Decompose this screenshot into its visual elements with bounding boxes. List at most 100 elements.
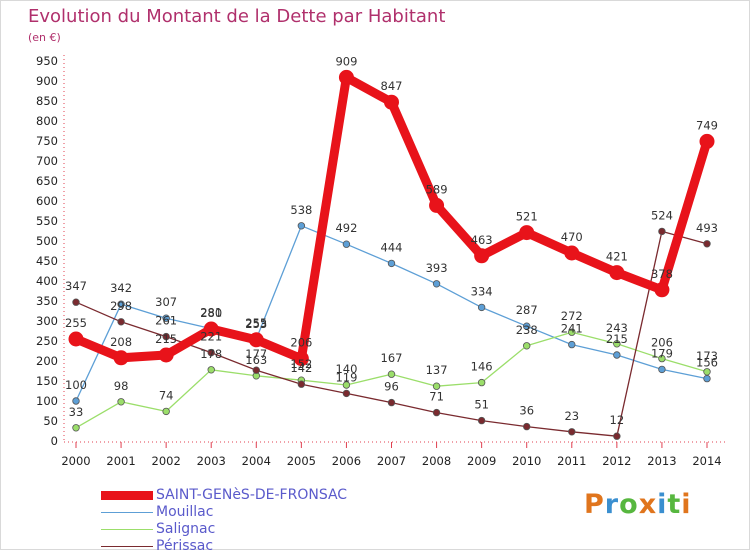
data-label: 281 [200, 306, 222, 320]
data-label: 524 [651, 208, 673, 222]
data-point [158, 347, 174, 363]
y-tick-label: 550 [36, 214, 58, 228]
data-label: 238 [516, 323, 538, 337]
axes: 0 50 100 150 200 250 300 350 400 450 500 550 600 650 7… [36, 54, 727, 468]
data-point [297, 222, 306, 230]
data-label: 140 [335, 362, 357, 376]
data-point [387, 370, 396, 378]
data-point [117, 398, 125, 406]
y-tick-label: 700 [36, 154, 58, 168]
data-label: 12 [610, 413, 625, 427]
data-label: 749 [696, 118, 718, 132]
brand-letter: t [667, 489, 682, 520]
data-label: 74 [159, 388, 174, 402]
x-tick-label: 2007 [377, 454, 406, 468]
data-label: 378 [651, 267, 673, 281]
data-point [342, 240, 351, 248]
legend-swatch [101, 528, 153, 531]
y-tick-label: 100 [36, 394, 58, 408]
data-point [658, 227, 666, 236]
legend-swatch [101, 511, 153, 514]
data-point [293, 351, 309, 367]
data-label: 347 [65, 279, 87, 293]
legend-label: Mouillac [156, 504, 214, 520]
y-tick-label: 450 [36, 254, 58, 268]
data-label: 33 [69, 405, 84, 419]
data-label: 280 [200, 306, 222, 320]
x-tick-label: 2009 [467, 454, 496, 468]
x-tick-label: 2008 [422, 454, 451, 468]
data-label: 208 [110, 335, 132, 349]
x-tick-label: 2000 [61, 454, 90, 468]
y-tick-label: 250 [36, 334, 58, 348]
legend-swatch [101, 491, 153, 500]
data-label: 241 [561, 322, 583, 336]
x-tick-label: 2001 [106, 454, 135, 468]
data-point [703, 368, 711, 376]
data-label: 909 [335, 54, 357, 68]
data-label: 146 [471, 360, 493, 374]
data-point [68, 331, 84, 347]
data-label: 96 [384, 380, 399, 394]
data-label: 847 [381, 79, 403, 93]
brand-logo: Proxiti [584, 489, 692, 520]
data-point [252, 366, 260, 374]
data-label: 421 [606, 250, 628, 264]
data-label: 538 [290, 203, 312, 217]
data-point [387, 398, 396, 407]
brand-letter: i [681, 489, 692, 520]
y-tick-label: 200 [36, 354, 58, 368]
data-label: 167 [381, 351, 403, 365]
brand-letter: r [604, 489, 620, 520]
data-point [297, 380, 306, 388]
x-tick-label: 2002 [152, 454, 181, 468]
data-point [384, 94, 399, 110]
data-point [248, 332, 264, 348]
data-point [162, 407, 170, 416]
data-label: 492 [335, 221, 357, 235]
data-point [342, 381, 351, 389]
data-label: 206 [651, 336, 673, 350]
x-tick-label: 2013 [647, 454, 676, 468]
data-point [477, 416, 486, 425]
data-point [72, 424, 80, 432]
data-label: 444 [381, 240, 403, 254]
y-tick-label: 400 [36, 274, 58, 288]
data-point [203, 321, 219, 337]
data-point [117, 300, 125, 308]
y-tick-label: 800 [36, 114, 58, 128]
legend-label: Périssac [156, 538, 214, 554]
data-point [703, 240, 711, 248]
data-point [703, 374, 711, 383]
data-labels: 255 208 215 280 253 206 909 847 589 463 521 470 421 3… [65, 54, 718, 427]
data-label: 470 [561, 230, 583, 244]
data-label: 287 [516, 303, 538, 317]
data-label: 152 [290, 357, 312, 371]
chart-title: Evolution du Montant de la Dette par Hab… [28, 6, 446, 27]
data-label: 98 [114, 379, 129, 393]
x-tick-label: 2011 [557, 454, 586, 468]
y-tick-label: 950 [36, 54, 58, 68]
x-tick-label: 2010 [512, 454, 541, 468]
y-tick-label: 300 [36, 314, 58, 328]
x-tick-label: 2014 [692, 454, 721, 468]
data-label: 261 [155, 314, 177, 328]
brand-letter: P [584, 489, 605, 520]
data-point [477, 378, 486, 387]
data-label: 493 [696, 221, 718, 235]
data-point [474, 248, 490, 264]
data-point [207, 348, 215, 357]
data-point [162, 332, 170, 341]
data-label: 215 [606, 332, 628, 346]
brand-letter: o [619, 489, 639, 520]
chart-unit-label: (en €) [28, 31, 61, 44]
y-tick-label: 650 [36, 174, 58, 188]
data-point [519, 225, 535, 241]
data-label: 255 [65, 316, 87, 330]
y-tick-label: 350 [36, 294, 58, 308]
data-point [117, 318, 125, 326]
data-label: 272 [561, 309, 583, 323]
data-label: 177 [245, 347, 267, 361]
